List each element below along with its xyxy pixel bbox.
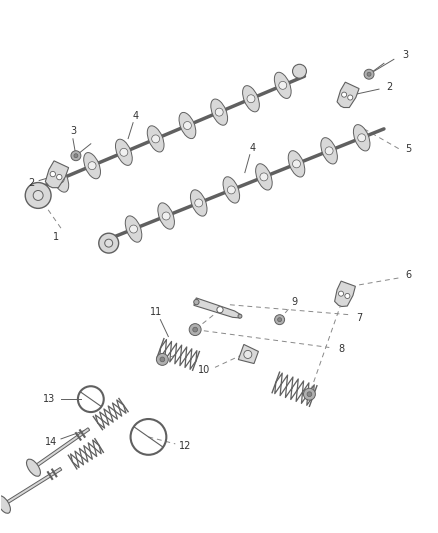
Polygon shape [335,281,355,306]
Polygon shape [45,161,69,188]
Circle shape [260,173,268,181]
Circle shape [25,182,51,208]
Circle shape [74,154,78,158]
Circle shape [364,69,374,79]
Polygon shape [33,428,90,469]
Circle shape [120,148,128,156]
Polygon shape [3,467,62,506]
Circle shape [160,357,165,362]
Ellipse shape [243,86,259,112]
Circle shape [88,161,96,169]
Circle shape [367,72,371,76]
Circle shape [152,135,159,143]
Circle shape [342,92,346,97]
Ellipse shape [147,126,164,152]
Circle shape [345,294,350,298]
Ellipse shape [256,164,272,190]
Text: 5: 5 [406,144,412,154]
Circle shape [325,147,333,155]
Circle shape [227,186,235,194]
Ellipse shape [353,125,370,151]
Ellipse shape [158,203,174,229]
Ellipse shape [274,72,291,99]
Circle shape [238,314,242,318]
Circle shape [57,174,62,180]
Circle shape [130,225,138,233]
Circle shape [105,239,113,247]
Ellipse shape [211,99,228,125]
Circle shape [339,291,343,296]
Text: 4: 4 [133,111,139,120]
Ellipse shape [116,139,132,165]
Circle shape [348,95,353,100]
Circle shape [194,300,199,305]
Circle shape [293,160,300,168]
Circle shape [189,324,201,336]
Circle shape [307,392,312,397]
Text: 11: 11 [150,306,162,317]
Text: 6: 6 [406,270,412,280]
Circle shape [195,199,203,207]
Circle shape [57,175,64,183]
Ellipse shape [321,138,337,164]
Polygon shape [337,82,359,108]
Text: 13: 13 [43,394,55,404]
Ellipse shape [0,496,11,513]
Circle shape [358,134,366,142]
Circle shape [244,350,252,359]
Circle shape [71,151,81,160]
Circle shape [217,306,223,313]
Ellipse shape [125,216,142,242]
Text: 3: 3 [70,126,76,136]
Text: 2: 2 [386,82,392,92]
Ellipse shape [191,190,207,216]
Circle shape [33,190,43,200]
Circle shape [304,388,315,400]
Polygon shape [238,344,258,364]
Text: 12: 12 [179,441,191,451]
Circle shape [279,82,287,90]
Ellipse shape [27,459,40,477]
Text: 2: 2 [28,177,34,188]
Text: 3: 3 [403,50,409,60]
Circle shape [278,318,282,321]
Circle shape [193,327,198,332]
Ellipse shape [84,152,100,179]
Circle shape [275,314,285,325]
Circle shape [156,353,168,365]
Circle shape [247,95,255,103]
Circle shape [215,108,223,116]
Ellipse shape [179,112,196,139]
Polygon shape [194,298,241,318]
Text: 7: 7 [356,313,362,322]
Text: 8: 8 [338,344,344,354]
Text: 4: 4 [250,143,256,153]
Text: 1: 1 [53,232,59,242]
Text: 14: 14 [45,437,57,447]
Circle shape [99,233,119,253]
Ellipse shape [223,177,240,203]
Ellipse shape [288,151,305,177]
Text: 9: 9 [291,297,297,307]
Circle shape [293,64,307,78]
Circle shape [50,172,56,177]
Circle shape [184,122,191,130]
Ellipse shape [52,166,69,192]
Text: 10: 10 [198,365,210,375]
Circle shape [162,212,170,220]
